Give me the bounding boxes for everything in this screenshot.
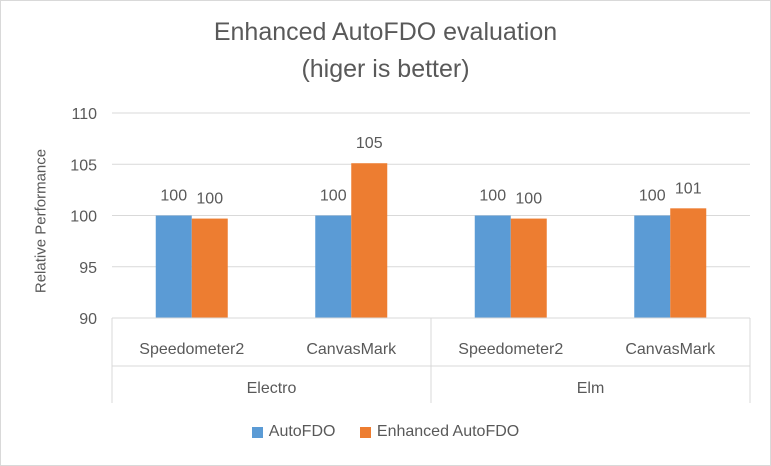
- y-tick-label-105: 105: [70, 157, 97, 174]
- group-label-electro: Electro: [247, 380, 297, 397]
- bar-1-2: [510, 218, 547, 318]
- chart-title: Enhanced AutoFDO evaluation (higer is be…: [0, 14, 771, 88]
- group-label-elm: Elm: [577, 380, 605, 397]
- bar-0-3: [634, 215, 671, 318]
- bar-0-0: [155, 215, 192, 318]
- legend-swatch-enhanced-autofdo: [359, 426, 371, 438]
- x-tick-label-1: CanvasMark: [306, 341, 397, 358]
- x-tick-label-0: Speedometer2: [139, 341, 244, 358]
- bar-0-1: [315, 215, 352, 318]
- data-label-1-0: 100: [196, 191, 223, 208]
- data-label-0-0: 100: [160, 188, 187, 205]
- bar-1-1: [351, 163, 388, 318]
- legend-label-autofdo: AutoFDO: [268, 423, 336, 440]
- chart-title-line-2: (higer is better): [301, 55, 470, 83]
- legend-item-enhanced-autofdo: Enhanced AutoFDO: [359, 423, 520, 441]
- legend-label-enhanced-autofdo: Enhanced AutoFDO: [376, 423, 520, 440]
- y-tick-label-95: 95: [79, 260, 97, 277]
- legend-swatch-autofdo: [251, 426, 263, 438]
- y-tick-label-110: 110: [71, 106, 97, 123]
- y-tick-label-100: 100: [70, 209, 97, 226]
- x-tick-label-3: CanvasMark: [625, 341, 716, 358]
- bar-1-0: [191, 218, 228, 318]
- x-tick-label-2: Speedometer2: [458, 341, 563, 358]
- bar-1-3: [670, 208, 707, 318]
- legend-item-autofdo: AutoFDO: [251, 423, 336, 441]
- data-label-0-2: 100: [479, 188, 506, 205]
- data-label-1-3: 101: [675, 180, 702, 197]
- data-label-0-3: 100: [639, 188, 666, 205]
- chart-title-line-1: Enhanced AutoFDO evaluation: [213, 18, 558, 46]
- legend: AutoFDO Enhanced AutoFDO: [0, 423, 771, 443]
- data-label-0-1: 100: [320, 188, 347, 205]
- y-tick-label-90: 90: [79, 311, 97, 328]
- data-label-1-2: 100: [515, 191, 542, 208]
- bar-0-2: [474, 215, 511, 318]
- data-label-1-1: 105: [356, 135, 383, 152]
